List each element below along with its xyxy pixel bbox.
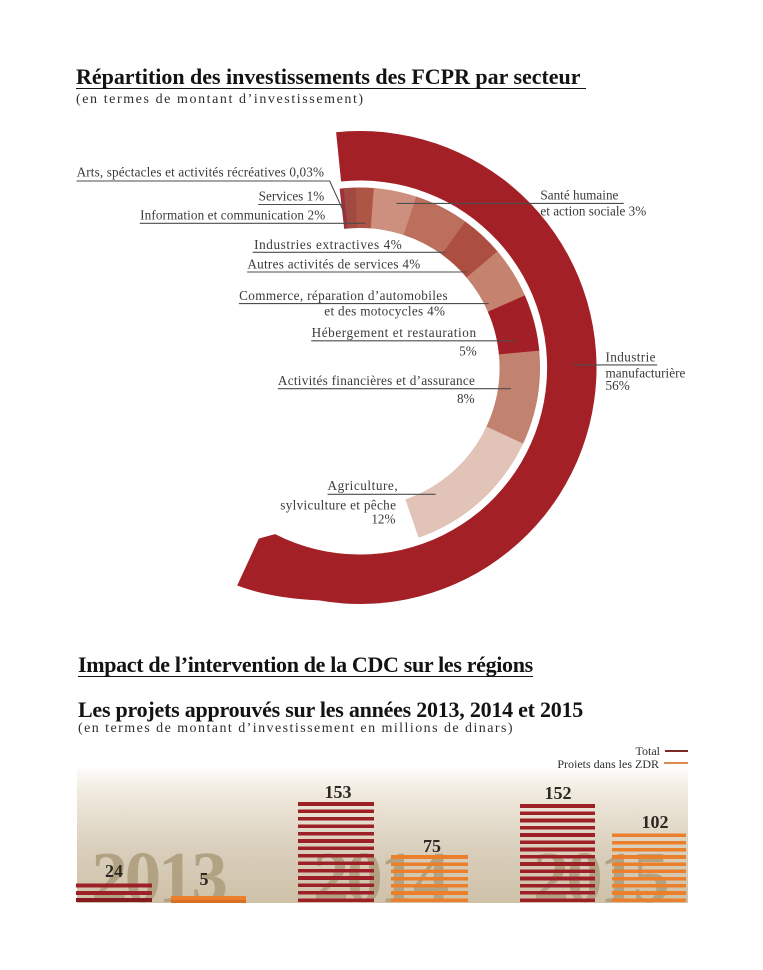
svg-text:Agriculture,: Agriculture, [328, 478, 399, 493]
svg-text:Commerce, réparation d’automob: Commerce, réparation d’automobiles [239, 288, 448, 303]
svg-text:et action sociale 3%: et action sociale 3% [540, 203, 646, 218]
svg-text:Information et communication 2: Information et communication 2% [140, 207, 325, 222]
svg-text:Industrie: Industrie [606, 350, 656, 365]
svg-text:Industries extractives 4%: Industries extractives 4% [254, 237, 402, 252]
svg-text:Services 1%: Services 1% [259, 188, 325, 203]
svg-text:8%: 8% [457, 391, 475, 406]
svg-text:Arts, spéctacles et activités: Arts, spéctacles et activités récréative… [77, 165, 325, 180]
svg-text:Santé humaine: Santé humaine [540, 188, 618, 203]
svg-text:sylviculture et pêche: sylviculture et pêche [280, 497, 396, 512]
svg-text:5%: 5% [459, 343, 477, 358]
svg-text:manufacturière: manufacturière [606, 366, 686, 381]
svg-text:Hébergement et restauration: Hébergement et restauration [312, 325, 477, 340]
svg-text:12%: 12% [371, 512, 395, 527]
svg-text:56%: 56% [606, 378, 630, 393]
svg-text:et des motocycles 4%: et des motocycles 4% [324, 304, 445, 319]
svg-text:Activités financières et d’ass: Activités financières et d’assurance [278, 373, 475, 388]
svg-text:Autres activités de services 4: Autres activités de services 4% [247, 257, 420, 272]
